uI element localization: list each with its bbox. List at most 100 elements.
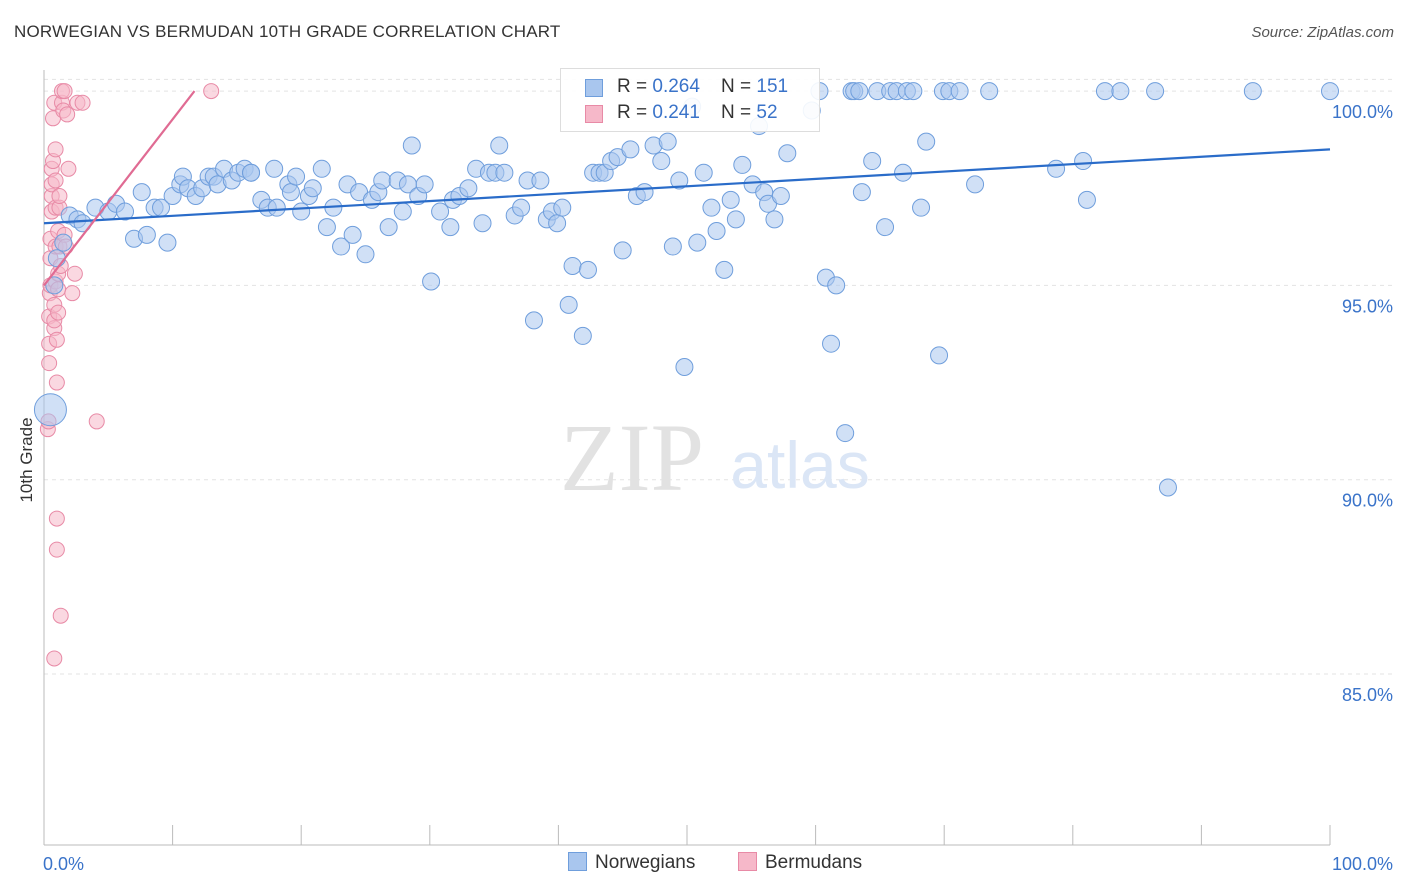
y-tick-label: 90.0% (1342, 491, 1393, 511)
norwegian-point (559, 295, 578, 314)
norwegian-point (836, 424, 855, 443)
norwegian-point (930, 346, 949, 365)
norwegian-point (980, 82, 999, 101)
bermudan-point (74, 94, 91, 111)
bottom-legend-bermudans[interactable]: Bermudans (738, 852, 862, 874)
norwegian-point (332, 237, 351, 256)
norwegian-point (1111, 82, 1130, 101)
norwegian-point (45, 276, 64, 295)
norwegian-point (415, 175, 434, 194)
bermudan-point (48, 510, 65, 527)
bermudan-point (59, 106, 76, 123)
norwegian-point (950, 82, 969, 101)
source-label: Source: ZipAtlas.com (1251, 24, 1394, 41)
bermudan-point (41, 355, 58, 372)
norwegian-point (658, 132, 677, 151)
norwegian-point (663, 237, 682, 256)
bermudan-point (88, 413, 105, 430)
norwegian-point (287, 167, 306, 186)
norwegian-point (1095, 82, 1114, 101)
norwegian-point (137, 225, 156, 244)
norwegian-point (402, 136, 421, 155)
norwegian-point (1077, 190, 1096, 209)
norwegian-point (553, 198, 572, 217)
norwegian-point (827, 276, 846, 295)
norwegian-point (116, 202, 135, 221)
bermudan-point (56, 83, 73, 100)
norwegian-point (707, 221, 726, 240)
norwegian-point (312, 159, 331, 178)
norwegian-point (158, 233, 177, 252)
bermudan-point (48, 331, 65, 348)
bottom-legend-swatch-norwegians (568, 852, 587, 871)
bermudan-point (48, 374, 65, 391)
x-tick-label-max: 100.0% (1332, 854, 1393, 874)
norwegian-point (721, 190, 740, 209)
norwegian-point (702, 198, 721, 217)
bottom-legend-norwegians[interactable]: Norwegians (568, 852, 695, 874)
norwegian-point (778, 144, 797, 163)
norwegian-point (490, 136, 509, 155)
bermudan-point (48, 541, 65, 558)
bottom-legend-label-norwegians: Norwegians (595, 852, 696, 873)
norwegian-point (473, 214, 492, 233)
y-tick-label: 85.0% (1342, 685, 1393, 705)
norwegian-point (292, 202, 311, 221)
axes (43, 70, 1331, 846)
y-tick-label: 100.0% (1332, 102, 1393, 122)
norwegian-point (441, 218, 460, 237)
norwegian-point (431, 202, 450, 221)
norwegian-point (688, 233, 707, 252)
y-tick-labels: 85.0% 90.0% 95.0% 100.0% (1332, 102, 1393, 705)
bottom-legend-swatch-bermudans (738, 852, 757, 871)
legend-r-label: R = (617, 76, 653, 97)
legend-n-label: N = (721, 76, 757, 97)
norwegian-point (1321, 82, 1339, 101)
norwegian-trendline (43, 148, 1331, 225)
norwegian-point (850, 82, 869, 101)
bermudan-trendline (43, 90, 196, 287)
norwegian-point (459, 179, 478, 198)
norwegian-point (1074, 152, 1093, 171)
norwegian-point (733, 155, 752, 174)
norwegian-point (267, 198, 286, 217)
x-tick-label-min: 0.0% (43, 854, 84, 874)
norwegian-point (356, 245, 375, 264)
bermudan-point (203, 83, 220, 100)
norwegian-point (652, 152, 671, 171)
norwegian-point (771, 187, 790, 206)
norwegian-point (635, 183, 654, 202)
norwegian-point (1146, 82, 1165, 101)
legend-r-value: 0.241 (652, 102, 700, 123)
norwegian-point (675, 358, 694, 377)
norwegian-point (379, 218, 398, 237)
legend-swatch-norwegians (585, 79, 603, 97)
bermudan-point (66, 265, 83, 282)
norwegian-point (548, 214, 567, 233)
bermudan-point (47, 141, 64, 158)
norwegian-point (613, 241, 632, 260)
norwegian-point (863, 152, 882, 171)
norwegian-point (876, 218, 895, 237)
norwegian-point (373, 171, 392, 190)
norwegian-point (265, 159, 284, 178)
legend-n-value: 52 (756, 102, 778, 123)
norwegian-point (242, 163, 261, 182)
watermark-zip: ZIP (560, 404, 704, 511)
norwegian-point (531, 171, 550, 190)
norwegian-point (573, 326, 592, 345)
norwegian-point (393, 202, 412, 221)
bermudan-points (39, 83, 220, 667)
norwegian-point (670, 171, 689, 190)
norwegian-point (343, 225, 362, 244)
norwegian-point (917, 132, 936, 151)
norwegian-point (132, 183, 151, 202)
y-tick-label: 95.0% (1342, 296, 1393, 316)
norwegian-point (1158, 478, 1177, 497)
norwegian-point (524, 311, 543, 330)
norwegian-point (822, 334, 841, 353)
legend-n-label: N = (721, 102, 757, 123)
norwegian-point (563, 256, 582, 275)
norwegian-point (281, 183, 300, 202)
